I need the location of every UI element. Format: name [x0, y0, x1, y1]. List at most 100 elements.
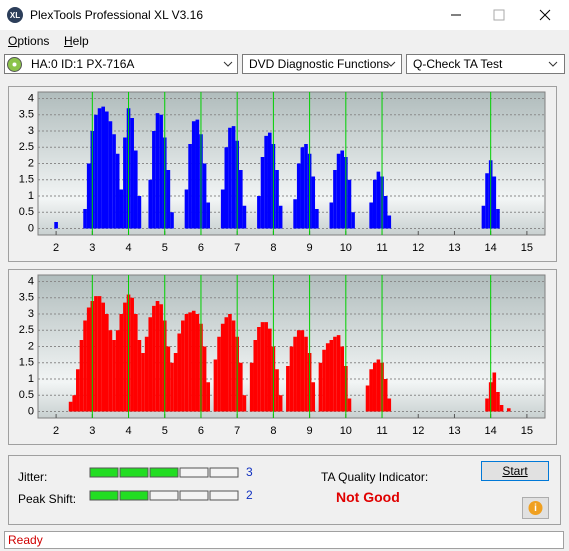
bar [257, 327, 261, 412]
dropdown-arrows [223, 61, 558, 67]
bar [76, 369, 80, 412]
bar [83, 320, 87, 412]
start-button[interactable]: Start [481, 461, 549, 481]
status-bar: Ready [4, 531, 564, 549]
info-button[interactable]: i [522, 497, 549, 519]
bar [224, 147, 229, 229]
bar [238, 170, 243, 229]
bar [293, 199, 297, 229]
bar [289, 346, 294, 412]
bar [293, 336, 297, 412]
menu-item[interactable]: Help [64, 34, 89, 48]
app-icon: XL [7, 7, 23, 23]
bar [213, 359, 218, 412]
bar [369, 369, 373, 412]
x-tick-label: 12 [412, 242, 424, 254]
bar [224, 317, 229, 412]
bar [231, 126, 236, 229]
x-tick-label: 7 [234, 425, 240, 437]
bar [365, 385, 370, 412]
bar [181, 320, 185, 412]
x-tick-label: 6 [198, 242, 204, 254]
bar [387, 398, 392, 412]
bar [104, 314, 109, 412]
bar [278, 205, 283, 229]
drive-select[interactable]: HA:0 ID:1 PX-716A [4, 54, 238, 74]
bar [220, 323, 225, 412]
x-tick-label: 10 [340, 425, 352, 437]
bar [177, 333, 182, 412]
bar [148, 179, 153, 229]
bar [152, 131, 156, 229]
bar [112, 340, 116, 412]
bar [257, 196, 261, 229]
bar [170, 212, 174, 229]
x-tick-label: 8 [270, 425, 276, 437]
bar [144, 336, 149, 412]
bar [383, 379, 388, 412]
x-tick-label: 15 [521, 242, 533, 254]
bar [130, 297, 134, 412]
bar [242, 205, 247, 229]
bar [228, 314, 232, 412]
bar [115, 153, 120, 229]
bar [311, 176, 316, 229]
window-controls[interactable] [440, 0, 569, 30]
bar [166, 346, 171, 412]
bar [191, 121, 196, 229]
bar [206, 202, 211, 229]
bar [123, 137, 127, 229]
x-tick-label: 9 [307, 425, 313, 437]
bar [347, 398, 352, 412]
test-label: Q-Check TA Test [413, 57, 503, 71]
meter-cell [209, 467, 239, 478]
x-tick-label: 8 [270, 242, 276, 254]
menu-item[interactable]: Options [8, 34, 50, 48]
y-tick-label: 2.5 [19, 324, 34, 336]
bar [104, 111, 109, 229]
bar [325, 343, 330, 412]
x-tick-label: 11 [376, 425, 387, 437]
x-tick-label: 14 [485, 242, 497, 254]
bar [242, 395, 247, 412]
bar [79, 340, 84, 412]
bar [119, 189, 124, 229]
bar [506, 408, 511, 412]
bar [481, 205, 486, 229]
test-select[interactable]: Q-Check TA Test [406, 54, 565, 74]
y-tick-label: 3.5 [19, 109, 34, 121]
bar [137, 340, 142, 412]
bar [137, 196, 142, 229]
bar [333, 170, 337, 229]
y-tick-label: 1 [28, 190, 34, 202]
bar [188, 144, 192, 229]
bar [108, 330, 113, 412]
meter-cell [179, 467, 209, 478]
bar [267, 328, 272, 412]
bar [329, 340, 334, 412]
bar [173, 353, 178, 412]
x-tick-label: 15 [521, 425, 533, 437]
y-tick-label: 1.5 [19, 357, 34, 369]
meter-cell-on [149, 467, 179, 478]
svg-text:XL: XL [10, 11, 20, 20]
bar [499, 405, 504, 412]
bar [191, 310, 196, 412]
function-select[interactable]: DVD Diagnostic Functions [242, 54, 402, 74]
meter-cell [149, 490, 179, 501]
drive-label: HA:0 ID:1 PX-716A [31, 57, 135, 71]
bar [300, 147, 305, 229]
window-title: PlexTools Professional XL V3.16 [30, 8, 203, 22]
x-tick-label: 5 [162, 425, 168, 437]
bar [115, 330, 120, 412]
bar [275, 369, 279, 412]
bar [195, 119, 200, 229]
y-tick-label: 2 [28, 157, 34, 169]
bar [286, 366, 290, 412]
x-tick-label: 4 [125, 242, 131, 254]
x-tick-label: 13 [448, 242, 460, 254]
bar [188, 312, 192, 412]
bar [159, 304, 163, 412]
y-tick-label: 3.5 [19, 292, 34, 304]
y-tick-label: 0.5 [19, 389, 34, 401]
